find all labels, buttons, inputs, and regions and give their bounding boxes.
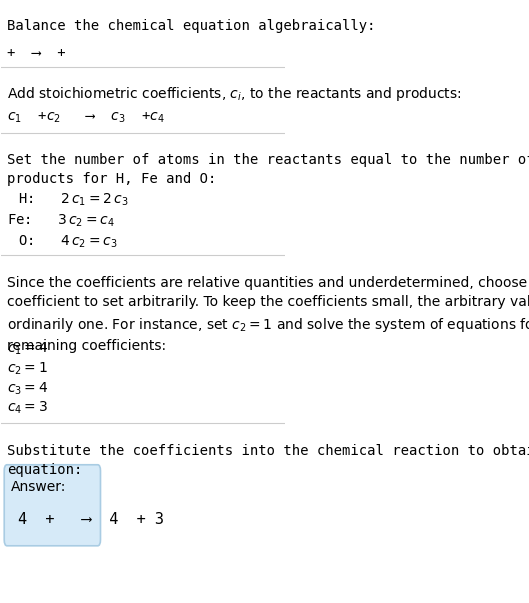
- Text: $c_1$  +$c_2$   ⟶  $c_3$  +$c_4$: $c_1$ +$c_2$ ⟶ $c_3$ +$c_4$: [7, 110, 165, 125]
- Text: $c_2 = 1$: $c_2 = 1$: [7, 361, 48, 377]
- Text: Set the number of atoms in the reactants equal to the number of atoms in the
pro: Set the number of atoms in the reactants…: [7, 153, 529, 186]
- Text: $c_1 = 4$: $c_1 = 4$: [7, 341, 48, 357]
- Text: +  ⟶  +: + ⟶ +: [7, 46, 66, 60]
- Text: Add stoichiometric coefficients, $c_i$, to the reactants and products:: Add stoichiometric coefficients, $c_i$, …: [7, 86, 462, 104]
- FancyBboxPatch shape: [4, 465, 101, 546]
- Text: Fe:   $3\,c_2 = c_4$: Fe: $3\,c_2 = c_4$: [7, 213, 115, 229]
- Text: Balance the chemical equation algebraically:: Balance the chemical equation algebraica…: [7, 19, 376, 33]
- Text: 4  +   ⟶  4  + 3: 4 + ⟶ 4 + 3: [19, 511, 165, 526]
- Text: $c_4 = 3$: $c_4 = 3$: [7, 400, 48, 416]
- Text: Substitute the coefficients into the chemical reaction to obtain the balanced
eq: Substitute the coefficients into the che…: [7, 444, 529, 477]
- Text: Since the coefficients are relative quantities and underdetermined, choose a
coe: Since the coefficients are relative quan…: [7, 276, 529, 353]
- Text: H:   $2\,c_1 = 2\,c_3$: H: $2\,c_1 = 2\,c_3$: [10, 192, 129, 208]
- Text: O:   $4\,c_2 = c_3$: O: $4\,c_2 = c_3$: [10, 234, 117, 250]
- Text: $c_3 = 4$: $c_3 = 4$: [7, 380, 48, 397]
- Text: Answer:: Answer:: [11, 480, 67, 494]
